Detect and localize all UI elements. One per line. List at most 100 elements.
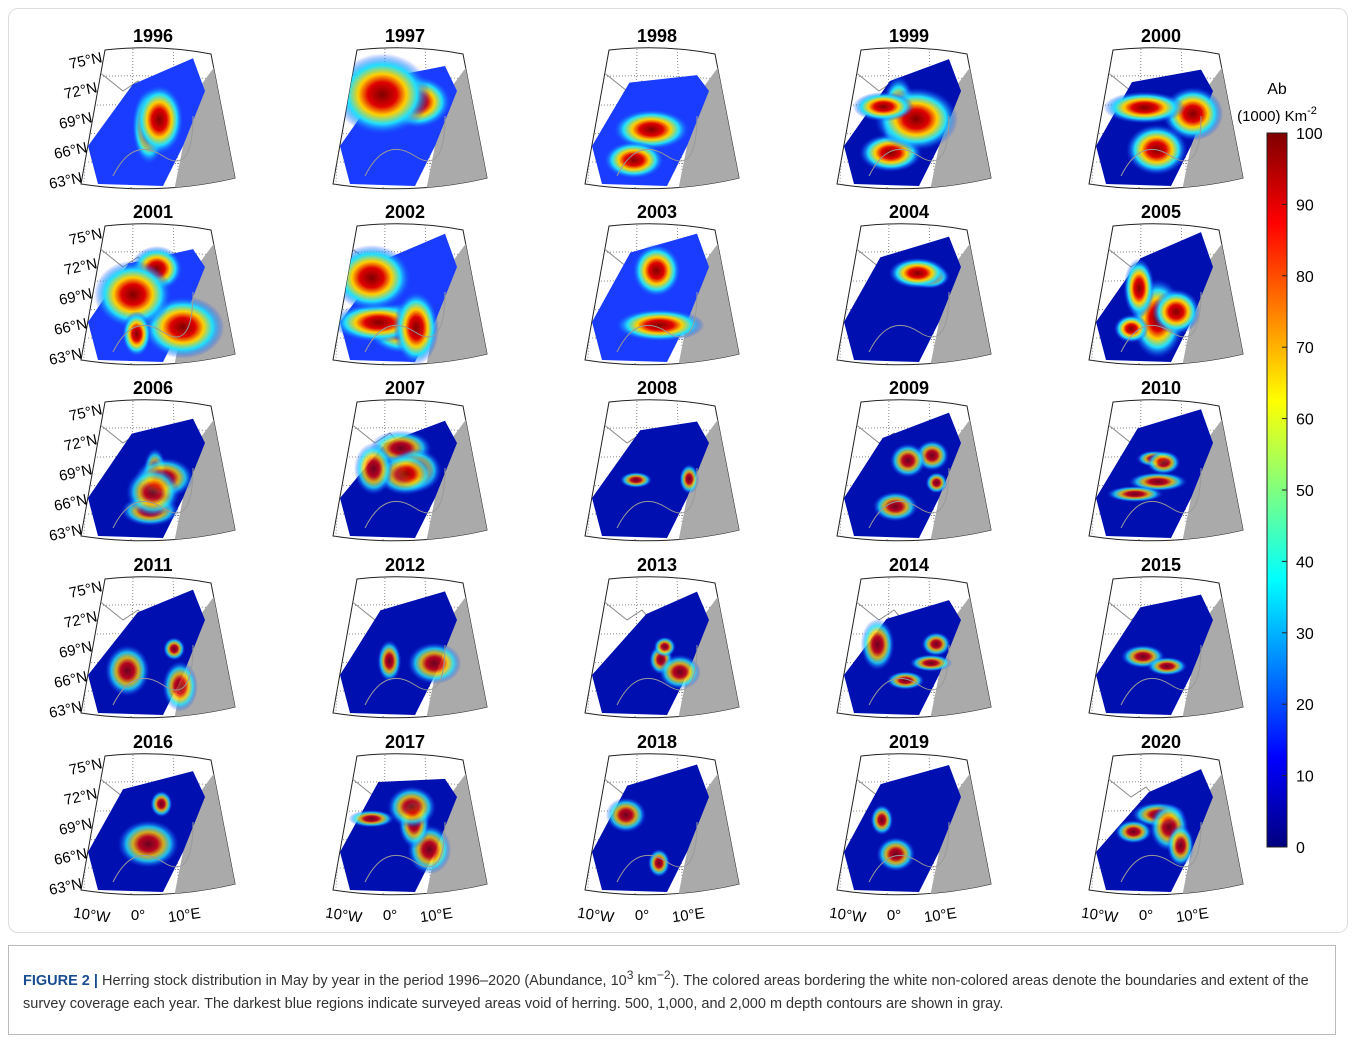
hotspot bbox=[377, 640, 401, 682]
panel-title: 2003 bbox=[637, 202, 677, 222]
panel-title: 1996 bbox=[133, 26, 173, 46]
lon-label: 0° bbox=[1139, 907, 1153, 924]
panel-title: 2001 bbox=[133, 202, 173, 222]
panel-title: 2013 bbox=[637, 555, 677, 575]
hotspot bbox=[648, 849, 670, 877]
caption-label: FIGURE 2 | bbox=[23, 973, 98, 989]
figure: Ab (1000) Km-2 1996 75°N 72°N 69°N 66°N 63°N 1… bbox=[0, 0, 1358, 940]
lon-label: 0° bbox=[887, 907, 901, 924]
lat-label: 69°N bbox=[58, 109, 94, 133]
lat-label: 75°N bbox=[68, 578, 104, 602]
lon-label: 0° bbox=[383, 907, 397, 924]
hotspot bbox=[910, 655, 952, 672]
lon-label: 10°W bbox=[576, 905, 616, 927]
lat-label: 63°N bbox=[48, 345, 84, 369]
hotspot bbox=[877, 837, 916, 871]
hotspot bbox=[105, 645, 149, 696]
hotspot bbox=[632, 244, 681, 297]
lon-label: 10°W bbox=[72, 905, 112, 927]
lat-label: 75°N bbox=[68, 49, 104, 73]
hotspot bbox=[126, 468, 179, 517]
lon-label: 10°W bbox=[324, 905, 364, 927]
panel-title: 2000 bbox=[1141, 26, 1181, 46]
hotspot bbox=[861, 619, 895, 671]
hotspot bbox=[1152, 289, 1200, 335]
colorbar-tick-label: 50 bbox=[1296, 483, 1314, 500]
hotspot bbox=[394, 291, 439, 365]
lat-label: 75°N bbox=[68, 401, 104, 425]
colorbar-label: Ab bbox=[1267, 81, 1287, 98]
lat-label: 63°N bbox=[48, 169, 84, 193]
hotspot bbox=[122, 311, 151, 357]
colorbar-tick-label: 10 bbox=[1296, 769, 1314, 786]
lon-label: 10°E bbox=[1175, 905, 1210, 926]
hotspot bbox=[873, 492, 918, 522]
panel-title: 2007 bbox=[385, 378, 425, 398]
panel-title: 2006 bbox=[133, 378, 173, 398]
map-content bbox=[325, 46, 500, 196]
hotspot bbox=[1147, 451, 1181, 475]
panel-title: 2010 bbox=[1141, 378, 1181, 398]
panel-title: 1999 bbox=[889, 26, 929, 46]
colorbar-tick-label: 60 bbox=[1296, 412, 1314, 429]
caption: FIGURE 2 | Herring stock distribution in… bbox=[8, 945, 1336, 1035]
lat-label: 63°N bbox=[48, 875, 84, 899]
colorbar-unit: (1000) Km-2 bbox=[1237, 105, 1317, 125]
lat-label: 69°N bbox=[58, 815, 94, 839]
lat-label: 66°N bbox=[53, 845, 89, 869]
hotspot bbox=[348, 810, 394, 827]
lat-label: 66°N bbox=[53, 491, 89, 515]
colorbar-tick-label: 40 bbox=[1296, 554, 1314, 571]
hotspot bbox=[871, 805, 894, 835]
panel-title: 2005 bbox=[1141, 202, 1181, 222]
panel-title: 2009 bbox=[889, 378, 929, 398]
caption-sup: −2 bbox=[657, 968, 671, 982]
lon-label: 0° bbox=[131, 907, 145, 924]
lat-label: 63°N bbox=[48, 698, 84, 722]
lat-label: 69°N bbox=[58, 285, 94, 309]
lat-label: 66°N bbox=[53, 668, 89, 692]
panel-title: 2017 bbox=[385, 732, 425, 752]
caption-text: Herring stock distribution in May by yea… bbox=[98, 973, 627, 989]
hotspot bbox=[1124, 258, 1155, 318]
hotspot bbox=[1107, 486, 1163, 502]
lat-label: 72°N bbox=[63, 431, 99, 455]
lon-label: 10°E bbox=[923, 905, 958, 926]
lat-label: 66°N bbox=[53, 315, 89, 339]
colorbar-tick-label: 70 bbox=[1296, 340, 1314, 357]
hotspot bbox=[387, 786, 436, 828]
hotspot bbox=[853, 92, 914, 121]
lat-label: 69°N bbox=[58, 638, 94, 662]
panel-title: 1998 bbox=[637, 26, 677, 46]
lat-label: 72°N bbox=[63, 608, 99, 632]
lon-label: 10°E bbox=[167, 905, 202, 926]
hotspot bbox=[163, 637, 185, 660]
lat-label: 63°N bbox=[48, 521, 84, 545]
hotspot bbox=[922, 632, 951, 656]
panel-title: 2019 bbox=[889, 732, 929, 752]
page: Ab (1000) Km-2 1996 75°N 72°N 69°N 66°N 63°N 1… bbox=[0, 0, 1358, 1043]
lat-label: 72°N bbox=[63, 255, 99, 279]
panel-title: 2018 bbox=[637, 732, 677, 752]
panel-title: 2014 bbox=[889, 555, 929, 575]
hotspot bbox=[615, 309, 705, 342]
panel-title: 2020 bbox=[1141, 732, 1181, 752]
colorbar-tick-label: 20 bbox=[1296, 697, 1314, 714]
hotspot bbox=[150, 791, 172, 817]
hotspot bbox=[1167, 824, 1194, 866]
panel-title: 2004 bbox=[889, 202, 929, 222]
hotspot bbox=[890, 443, 926, 477]
unit-exponent: -2 bbox=[1307, 105, 1317, 117]
caption-text: km bbox=[633, 973, 656, 989]
hotspot bbox=[887, 671, 925, 689]
hotspot bbox=[1147, 657, 1187, 675]
lat-label: 69°N bbox=[58, 461, 94, 485]
hotspot bbox=[606, 797, 646, 832]
lon-label: 10°E bbox=[671, 905, 706, 926]
panel-title: 2015 bbox=[1141, 555, 1181, 575]
colorbar-tick-label: 100 bbox=[1296, 126, 1323, 143]
unit-base: (1000) Km bbox=[1237, 108, 1307, 125]
hotspot bbox=[1114, 315, 1149, 343]
lon-label: 10°W bbox=[828, 905, 868, 927]
hotspot bbox=[889, 258, 947, 289]
